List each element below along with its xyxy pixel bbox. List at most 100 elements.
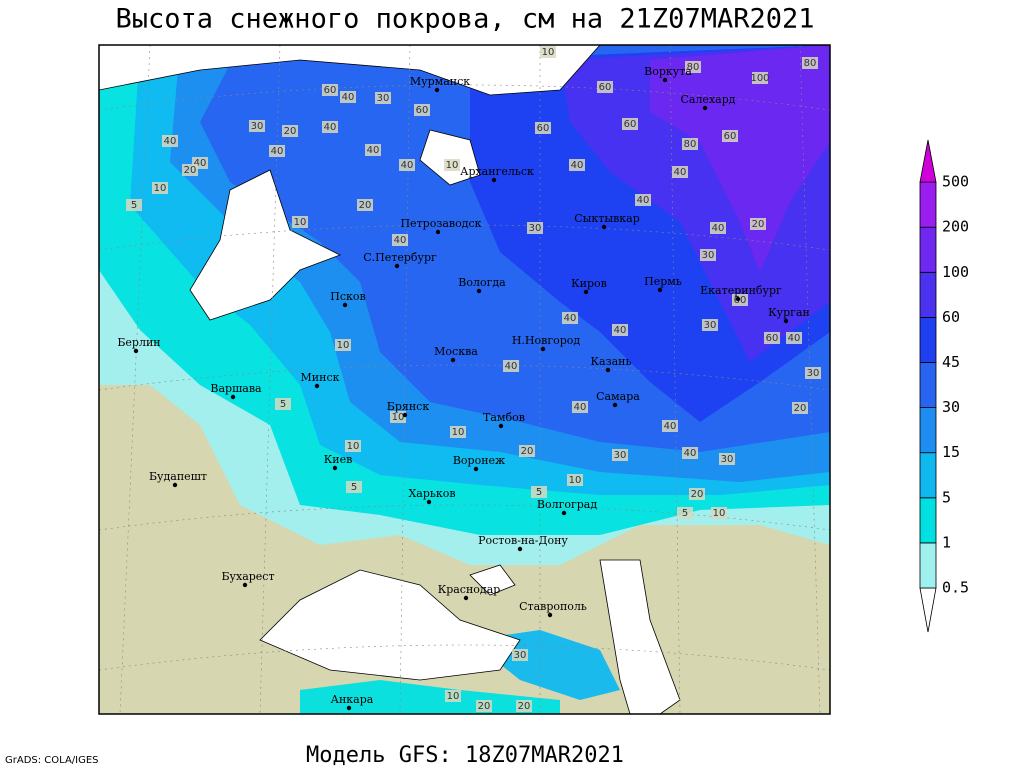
contour-label: 60 — [724, 131, 737, 142]
colorbar-segment — [919, 407, 937, 454]
contour-label: 80 — [687, 62, 700, 73]
colorbar-label: 30 — [942, 398, 960, 416]
city-label: С.Петербург — [363, 251, 437, 264]
city-dot — [346, 705, 352, 711]
contour-label: 40 — [574, 402, 587, 413]
contour-label-box — [689, 488, 705, 500]
contour-label-box — [662, 420, 678, 432]
city-dot — [242, 582, 248, 588]
colorbar-label: 100 — [942, 263, 969, 281]
city-dot — [612, 402, 618, 408]
model-label: Модель GFS: 18Z07MAR2021 — [306, 743, 624, 768]
contour-label-box — [702, 319, 718, 331]
colorbar-label: 1 — [942, 533, 951, 551]
contour-label: 40 — [788, 333, 801, 344]
city-label: Пермь — [644, 275, 682, 288]
city-dot — [657, 287, 663, 293]
contour-label: 30 — [529, 223, 542, 234]
city-label: Петрозаводск — [400, 217, 481, 230]
contour-label: 10 — [542, 47, 555, 58]
city-label: Киров — [571, 277, 607, 290]
city-dot — [426, 499, 432, 505]
contour-label-box — [275, 398, 291, 410]
contour-label-box — [750, 218, 766, 230]
city-label: Архангельск — [460, 165, 534, 178]
city-label: Москва — [434, 345, 478, 358]
city-dot — [583, 289, 589, 295]
city-dot — [702, 105, 708, 111]
city-label: Н.Новгород — [512, 334, 581, 347]
city-label: Воронеж — [453, 454, 505, 467]
contour-label: 40 — [674, 167, 687, 178]
city-dot — [133, 348, 139, 354]
city-label: Ростов-на-Дону — [478, 534, 568, 547]
contour-label-box — [512, 649, 528, 661]
colorbar-segment — [919, 271, 937, 318]
contour-label-box — [597, 81, 613, 93]
colorbar-segment — [919, 316, 937, 363]
sea — [599, 559, 681, 714]
city-label: Будапешт — [149, 470, 207, 483]
contour-label: 20 — [359, 200, 372, 211]
contour-label-box — [700, 249, 716, 261]
city-label: Курган — [768, 306, 810, 319]
colorbar-segment — [919, 362, 937, 408]
contour-label: 5 — [351, 482, 357, 493]
colorbar-segment — [919, 452, 937, 499]
contour-label-box — [346, 481, 362, 493]
contour-label: 40 — [614, 325, 627, 336]
contour-label: 40 — [564, 313, 577, 324]
contour-label-box — [357, 199, 373, 211]
contour-label: 10 — [452, 427, 465, 438]
contour-label: 40 — [712, 223, 725, 234]
contour-label: 30 — [614, 450, 627, 461]
city-dot — [434, 87, 440, 93]
colorbar-segment — [919, 542, 937, 589]
city-dot — [394, 263, 400, 269]
map-title: Высота снежного покрова, см на 21Z07MAR2… — [116, 4, 815, 35]
contour-label-box — [622, 118, 638, 130]
city-dot — [547, 612, 553, 618]
contour-label: 10 — [447, 691, 460, 702]
contour-label-box — [390, 411, 406, 423]
contour-label: 100 — [750, 73, 769, 84]
contour-label: 20 — [518, 701, 531, 712]
contour-label: 20 — [478, 701, 491, 712]
colorbar-label: 45 — [942, 353, 960, 371]
contour-label: 60 — [416, 105, 429, 116]
city-label: Воркута — [644, 65, 692, 78]
contour-label-box — [269, 145, 285, 157]
contour-label: 60 — [624, 119, 637, 130]
contour-label-box — [612, 449, 628, 461]
contour-label-box — [450, 426, 466, 438]
contour-label-box — [562, 312, 578, 324]
contour-label-box — [335, 339, 351, 351]
contour-label-box — [527, 222, 543, 234]
sea — [99, 45, 601, 96]
contour-label-box — [322, 121, 338, 133]
city-label: Анкара — [331, 693, 374, 706]
city-label: Харьков — [408, 487, 455, 500]
colorbar-label: 15 — [942, 443, 960, 461]
colorbar-segment — [919, 497, 937, 544]
contour-label: 20 — [521, 446, 534, 457]
contour-label: 40 — [571, 160, 584, 171]
contour-label-box — [152, 182, 168, 194]
city-label: Минск — [301, 371, 340, 384]
city-label: Мурманск — [410, 75, 470, 88]
city-label: Екатеринбург — [700, 284, 782, 297]
graticule — [99, 364, 830, 391]
contour-label: 20 — [794, 403, 807, 414]
city-label: Вологда — [458, 276, 506, 289]
contour-label-box — [732, 294, 748, 306]
contour-label-box — [786, 332, 802, 344]
contour-label-box — [540, 46, 556, 58]
city-dot — [476, 288, 482, 294]
contour-label: 40 — [394, 235, 407, 246]
contour-label: 10 — [294, 217, 307, 228]
city-label: Киев — [324, 453, 353, 466]
sea — [469, 564, 516, 596]
contour-label-box — [345, 440, 361, 452]
contour-label-box — [375, 92, 391, 104]
